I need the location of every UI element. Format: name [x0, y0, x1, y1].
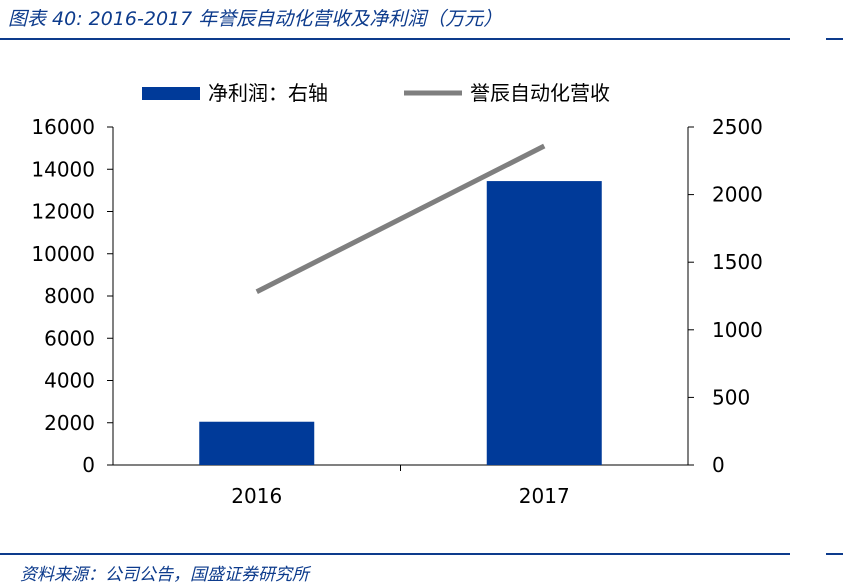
figure-title: 图表 40: 2016-2017 年誉辰自动化营收及净利润（万元） [8, 8, 503, 30]
legend-swatch-net-profit [142, 87, 200, 100]
category-label: 2017 [519, 484, 570, 508]
line-revenue [255, 143, 546, 295]
right-tick-label: 0 [712, 453, 725, 477]
source-rule [0, 553, 790, 555]
title-rule-end [826, 38, 843, 40]
left-tick-label: 16000 [31, 115, 95, 139]
title-rule [0, 38, 790, 40]
left-tick-label: 4000 [44, 369, 95, 393]
category-label: 2016 [231, 484, 282, 508]
right-tick-label: 2500 [712, 115, 763, 139]
right-tick-label: 1500 [712, 250, 763, 274]
source-rule-end [826, 553, 843, 555]
legend-label-revenue: 誉辰自动化营收 [470, 81, 610, 105]
right-tick-label: 1000 [712, 318, 763, 342]
left-tick-label: 10000 [31, 242, 95, 266]
left-tick-label: 12000 [31, 200, 95, 224]
source-note: 资料来源：公司公告，国盛证券研究所 [20, 565, 309, 585]
right-tick-label: 2000 [712, 183, 763, 207]
left-tick-label: 8000 [44, 284, 95, 308]
chart: 0 2000 4000 6000 8000 10000 12000 14000 16000 0 50… [31, 81, 763, 508]
left-tick-label: 6000 [44, 326, 95, 350]
bar-net-profit [486, 181, 602, 465]
bar-net-profit [199, 421, 315, 465]
left-tick-label: 14000 [31, 157, 95, 181]
right-tick-label: 500 [712, 385, 750, 409]
legend-label-net-profit: 净利润：右轴 [208, 81, 328, 105]
left-tick-label: 0 [82, 453, 95, 477]
left-tick-label: 2000 [44, 411, 95, 435]
